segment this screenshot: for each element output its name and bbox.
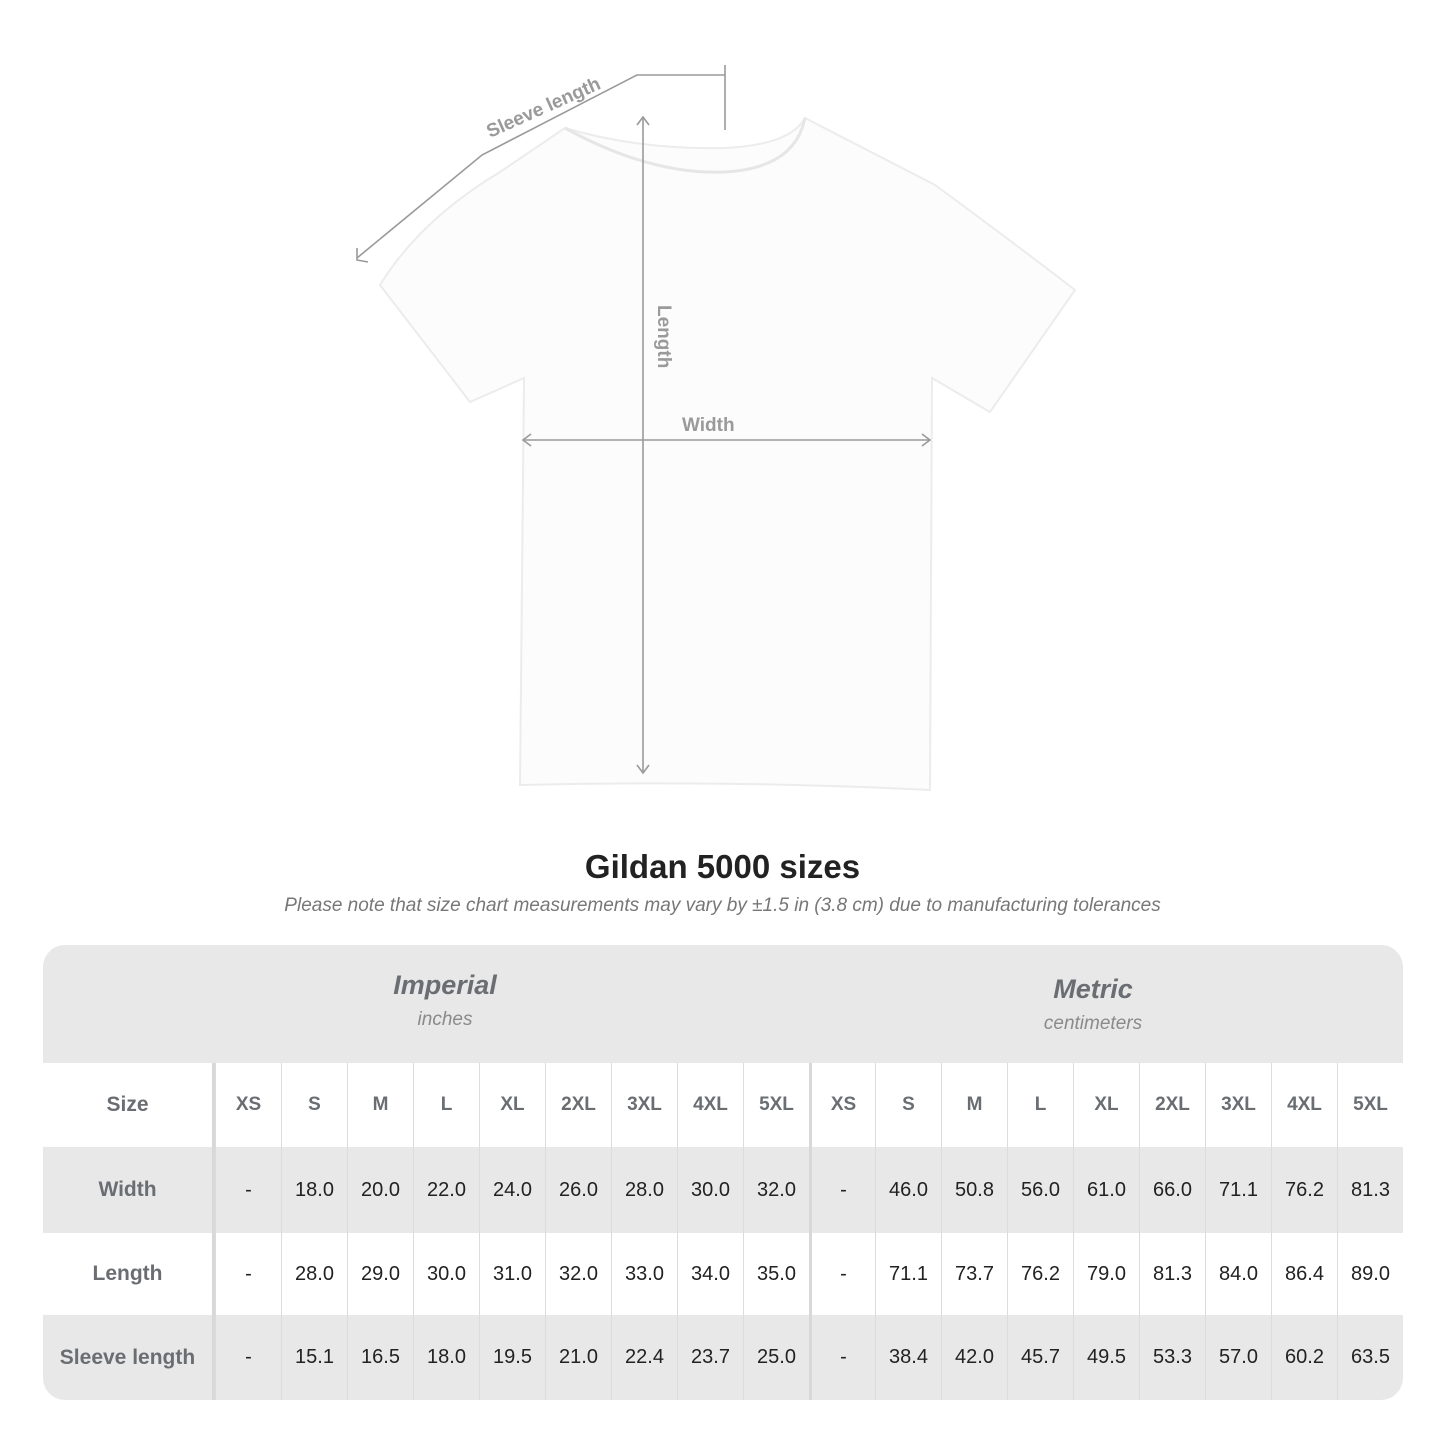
tolerance-note: Please note that size chart measurements… (284, 895, 1161, 916)
unit-header: Imperial inches Metric centimeters (43, 945, 1403, 1063)
metric-value-cell: 84.0 (1205, 1233, 1271, 1315)
size-table: Imperial inches Metric centimeters Size X… (43, 945, 1403, 1400)
length-label: Length (653, 305, 674, 368)
metric-title: Metric (1053, 974, 1133, 1004)
sleeve-measure-line (356, 74, 725, 259)
metric-unit: centimeters (1043, 1013, 1143, 1034)
metric-value-cell: - (809, 1147, 875, 1233)
metric-value-cell: - (809, 1233, 875, 1315)
imperial-value-cell: 28.0 (281, 1233, 347, 1315)
metric-value-cell: 76.2 (1271, 1147, 1337, 1233)
metric-value-cell: 81.3 (1337, 1147, 1403, 1233)
metric-value-cell: 71.1 (875, 1233, 941, 1315)
metric-value-cell: 60.2 (1271, 1315, 1337, 1400)
metric-size-2xl: 2XL (1139, 1063, 1205, 1147)
metric-value-cell: 49.5 (1073, 1315, 1139, 1400)
table-row-sleeve-length: Sleeve length -15.1 16.5 18.0 19.5 21.0 22.4 23… (43, 1315, 1403, 1400)
imperial-value-cell: - (215, 1147, 281, 1233)
metric-value-cell: 50.8 (941, 1147, 1007, 1233)
imperial-value-cell: 25.0 (743, 1315, 809, 1400)
width-label: Width (682, 415, 735, 436)
row-label: Width (43, 1147, 215, 1233)
imperial-value-cell: 30.0 (413, 1233, 479, 1315)
imperial-size-5xl: 5XL (743, 1063, 809, 1147)
metric-size-4xl: 4XL (1271, 1063, 1337, 1147)
metric-size-s: S (875, 1063, 941, 1147)
metric-value-cell: - (809, 1315, 875, 1400)
metric-value-cell: 42.0 (941, 1315, 1007, 1400)
imperial-size-3xl: 3XL (611, 1063, 677, 1147)
metric-value-cell: 53.3 (1139, 1315, 1205, 1400)
metric-value-cell: 38.4 (875, 1315, 941, 1400)
metric-header: Metric centimeters (863, 974, 1323, 1035)
imperial-title: Imperial (393, 970, 497, 1000)
imperial-value-cell: 32.0 (545, 1233, 611, 1315)
imperial-size-xs: XS (215, 1063, 281, 1147)
imperial-value-cell: 20.0 (347, 1147, 413, 1233)
metric-value-cell: 76.2 (1007, 1233, 1073, 1315)
metric-value-cell: 45.7 (1007, 1315, 1073, 1400)
metric-size-xs: XS (809, 1063, 875, 1147)
metric-value-cell: 61.0 (1073, 1147, 1139, 1233)
metric-value-cell: 79.0 (1073, 1233, 1139, 1315)
metric-value-cell: 66.0 (1139, 1147, 1205, 1233)
row-label: Sleeve length (43, 1315, 215, 1400)
metric-size-5xl: 5XL (1337, 1063, 1403, 1147)
tshirt-shape (378, 116, 1077, 792)
metric-size-xl: XL (1073, 1063, 1139, 1147)
row-label: Length (43, 1233, 215, 1315)
imperial-value-cell: 30.0 (677, 1147, 743, 1233)
metric-size-3xl: 3XL (1205, 1063, 1271, 1147)
imperial-value-cell: 16.5 (347, 1315, 413, 1400)
sleeve-length-label: Sleeve length (483, 74, 603, 143)
imperial-unit: inches (417, 1009, 473, 1030)
metric-value-cell: 63.5 (1337, 1315, 1403, 1400)
imperial-value-cell: 28.0 (611, 1147, 677, 1233)
chart-title: Gildan 5000 sizes (584, 848, 861, 885)
imperial-value-cell: 31.0 (479, 1233, 545, 1315)
metric-value-cell: 71.1 (1205, 1147, 1271, 1233)
imperial-value-cell: 21.0 (545, 1315, 611, 1400)
table-row-length: Length -28.0 29.0 30.0 31.0 32.0 33.0 34.0 35.0-… (43, 1233, 1403, 1315)
imperial-value-cell: - (215, 1233, 281, 1315)
metric-value-cell: 56.0 (1007, 1147, 1073, 1233)
imperial-value-cell: - (215, 1315, 281, 1400)
imperial-size-2xl: 2XL (545, 1063, 611, 1147)
imperial-size-s: S (281, 1063, 347, 1147)
metric-value-cell: 81.3 (1139, 1233, 1205, 1315)
imperial-size-xl: XL (479, 1063, 545, 1147)
metric-value-cell: 89.0 (1337, 1233, 1403, 1315)
metric-value-cell: 73.7 (941, 1233, 1007, 1315)
table-row-width: Width -18.0 20.0 22.0 24.0 26.0 28.0 30.0 32.0-4… (43, 1147, 1403, 1233)
imperial-value-cell: 22.0 (413, 1147, 479, 1233)
imperial-value-cell: 19.5 (479, 1315, 545, 1400)
imperial-value-cell: 33.0 (611, 1233, 677, 1315)
metric-value-cell: 46.0 (875, 1147, 941, 1233)
imperial-value-cell: 34.0 (677, 1233, 743, 1315)
imperial-value-cell: 15.1 (281, 1315, 347, 1400)
imperial-value-cell: 23.7 (677, 1315, 743, 1400)
metric-value-cell: 57.0 (1205, 1315, 1271, 1400)
imperial-value-cell: 18.0 (281, 1147, 347, 1233)
imperial-value-cell: 22.4 (611, 1315, 677, 1400)
imperial-header: Imperial inches (215, 970, 675, 1031)
imperial-value-cell: 32.0 (743, 1147, 809, 1233)
imperial-value-cell: 18.0 (413, 1315, 479, 1400)
size-label: Size (43, 1063, 215, 1147)
metric-value-cell: 86.4 (1271, 1233, 1337, 1315)
imperial-value-cell: 29.0 (347, 1233, 413, 1315)
imperial-size-4xl: 4XL (677, 1063, 743, 1147)
imperial-value-cell: 24.0 (479, 1147, 545, 1233)
imperial-value-cell: 35.0 (743, 1233, 809, 1315)
imperial-value-cell: 26.0 (545, 1147, 611, 1233)
metric-size-l: L (1007, 1063, 1073, 1147)
imperial-size-m: M (347, 1063, 413, 1147)
size-header-row: Size XS S M L XL 2XL 3XL 4XL 5XL XS S M L XL 2XL 3XL 4XL 5… (43, 1063, 1403, 1147)
imperial-size-l: L (413, 1063, 479, 1147)
metric-size-m: M (941, 1063, 1007, 1147)
tshirt-diagram: Sleeve length Length Width (356, 65, 1077, 792)
